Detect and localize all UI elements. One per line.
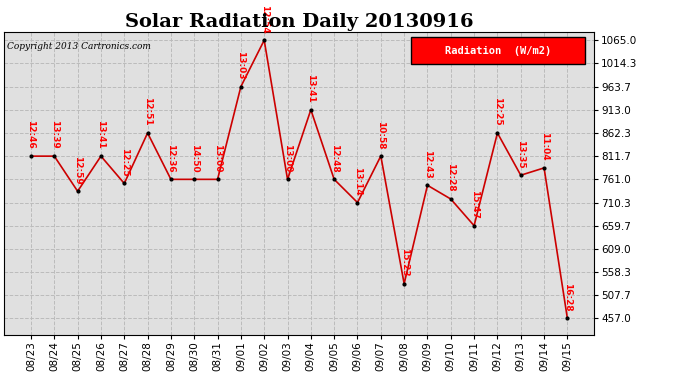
Text: 12:59: 12:59 (73, 156, 82, 184)
Text: 13:41: 13:41 (306, 74, 315, 103)
Text: 11:04: 11:04 (540, 132, 549, 161)
Text: Radiation  (W/m2): Radiation (W/m2) (445, 46, 551, 56)
Text: 12:51: 12:51 (143, 98, 152, 126)
Text: 12:46: 12:46 (26, 120, 35, 149)
Text: 12:36: 12:36 (166, 144, 175, 172)
Text: 13:14: 13:14 (353, 167, 362, 196)
Text: 12:43: 12:43 (423, 150, 432, 178)
Text: 14:50: 14:50 (190, 144, 199, 172)
Text: 10:58: 10:58 (376, 121, 385, 149)
Text: 13:03: 13:03 (237, 51, 246, 80)
Text: 13:00: 13:00 (213, 144, 222, 172)
Text: 15:47: 15:47 (470, 190, 479, 219)
Text: 16:28: 16:28 (563, 283, 572, 312)
Text: 13:39: 13:39 (50, 120, 59, 149)
Text: 12:25: 12:25 (493, 98, 502, 126)
Text: 12:54: 12:54 (259, 4, 268, 33)
Text: 13:41: 13:41 (97, 120, 106, 149)
Text: Copyright 2013 Cartronics.com: Copyright 2013 Cartronics.com (7, 42, 151, 51)
Text: 12:25: 12:25 (120, 148, 129, 177)
Text: 13:35: 13:35 (516, 140, 525, 168)
FancyBboxPatch shape (411, 37, 585, 64)
Text: 12:48: 12:48 (330, 144, 339, 172)
Text: 12:28: 12:28 (446, 164, 455, 192)
Text: 13:00: 13:00 (283, 144, 292, 172)
Title: Solar Radiation Daily 20130916: Solar Radiation Daily 20130916 (125, 13, 473, 31)
Text: 15:23: 15:23 (400, 248, 408, 277)
